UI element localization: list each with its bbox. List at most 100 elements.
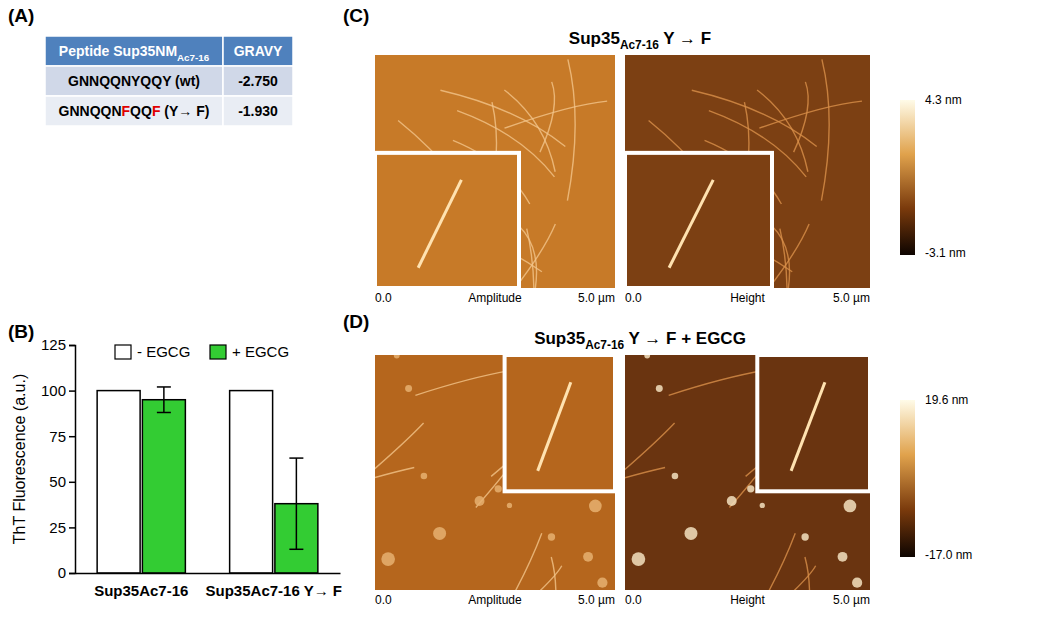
afm-particle: [405, 385, 412, 392]
afm-fibril: [538, 382, 571, 471]
afm-panel: Sup35Ac7-16 Y → F0.0Amplitude5.0 µm0.0He…: [375, 29, 966, 393]
table-text: -1.930: [238, 103, 278, 119]
afm-fibril: [669, 180, 713, 268]
bar-chart: 0255075100125ThT Fluorescence (a.u.)Sup3…: [11, 336, 342, 598]
afm-fibril: [467, 533, 542, 590]
bar: [142, 400, 185, 573]
afm-image: [375, 355, 615, 590]
y-tick: 50: [49, 473, 75, 490]
text-segment: -1.930: [238, 103, 278, 119]
text-segment: -2.750: [238, 73, 278, 89]
afm-fibril: [794, 82, 809, 152]
table-header-cell: [223, 36, 293, 66]
colorbar-label: 4.3 nm: [925, 93, 962, 107]
afm-particle: [583, 552, 593, 562]
afm-image: [375, 55, 615, 288]
afm-axis-start: 0.0: [375, 593, 392, 607]
error-bar-stem: [296, 458, 298, 549]
table-cell: [45, 66, 223, 96]
afm-particle: [507, 503, 512, 508]
text-segment: Peptide Sup35NM: [59, 43, 177, 59]
table-cell: [223, 96, 293, 126]
afm-background: [375, 55, 615, 288]
afm-inset: [757, 355, 870, 491]
colorbar-label: -17.0 nm: [925, 548, 972, 562]
table-text: GRAVY: [234, 43, 283, 59]
y-tick-label: 75: [49, 428, 66, 445]
legend-label: + EGCG: [232, 343, 289, 360]
table-text: -2.750: [238, 73, 278, 89]
y-tick-mark: [69, 573, 75, 575]
afm-fibril: [418, 180, 461, 268]
afm-panel: Sup35Ac7-16 Y → F + EGCG0.0Amplitude5.0 …: [267, 329, 972, 626]
x-tick-label: Sup35Ac7-16 Y→ F: [206, 582, 342, 599]
legend: - EGCG+ EGCG: [115, 343, 289, 360]
text-segment: (Y→ F): [160, 103, 209, 119]
table-cell: [223, 66, 293, 96]
table: Peptide Sup35NMAc7-16 GRAVY GNNQQNYQQY (wt…: [45, 36, 293, 126]
afm-particle: [684, 527, 697, 540]
afm-channel: Height: [730, 291, 765, 305]
text-segment: QQ: [130, 103, 152, 119]
afm-particle: [589, 500, 602, 513]
afm-channel: Amplitude: [468, 593, 522, 607]
y-tick-label: 125: [41, 336, 66, 353]
error-bar-cap: [157, 386, 171, 388]
table-text: GNNQQNFQQF (Y→ F): [59, 103, 210, 119]
table-cell: [45, 96, 223, 126]
afm-axis-end: 5.0 µm: [833, 291, 870, 305]
error-bar-stem: [163, 387, 165, 413]
colorbar: [900, 400, 915, 557]
text-segment: GNNQQNYQQY (wt): [68, 73, 200, 89]
text-segment: Ac7-16: [620, 38, 659, 52]
afm-particle: [475, 496, 485, 506]
y-tick: 75: [49, 428, 75, 445]
afm-particle: [632, 552, 646, 566]
error-bar: [157, 387, 171, 413]
colorbar-label: 19.6 nm: [925, 393, 968, 407]
x-tick: Sup35Ac7-16 Y→ F: [206, 573, 342, 599]
text-segment: Sup35: [534, 329, 585, 348]
y-tick-mark: [69, 436, 75, 438]
afm-fibril: [791, 382, 825, 471]
afm-axis-end: 5.0 µm: [833, 593, 870, 607]
text-segment: Y → F: [659, 29, 711, 48]
afm-axis-end: 5.0 µm: [578, 593, 615, 607]
afm-axis-start: 0.0: [625, 593, 642, 607]
afm-fibril: [540, 82, 555, 152]
afm-fibril: [518, 566, 562, 590]
panel-label: (C): [343, 5, 369, 26]
text-segment: Ac7-16: [585, 338, 624, 352]
text-segment: Ac7-16: [177, 52, 210, 63]
legend-swatch: [115, 345, 131, 359]
x-axis-line: [76, 573, 341, 575]
afm-particle: [844, 500, 857, 513]
afm-particle: [801, 533, 808, 540]
error-bar: [289, 458, 303, 549]
table-text: Peptide Sup35NMAc7-16: [59, 43, 210, 63]
colorbar-label: -3.1 nm: [925, 246, 966, 260]
afm-particle: [727, 496, 737, 506]
afm-fibril: [772, 566, 816, 590]
afm-fibril: [692, 90, 817, 146]
afm-fibril: [567, 59, 575, 200]
afm-fibril: [625, 467, 665, 513]
y-axis: 0255075100125: [41, 336, 76, 581]
afm-channel: Amplitude: [468, 291, 522, 305]
error-bar-cap: [289, 457, 303, 459]
text-segment: GNNQQN: [59, 103, 122, 119]
afm-particle: [644, 355, 650, 358]
y-tick-mark: [69, 390, 75, 392]
afm-particle: [597, 578, 607, 588]
afm-particle: [548, 533, 555, 540]
afm-particle: [852, 578, 862, 588]
y-tick: 125: [41, 336, 75, 353]
afm-background: [375, 355, 615, 590]
table-header-cell: [45, 36, 223, 66]
afm-particle: [672, 473, 679, 480]
y-axis-title: ThT Fluorescence (a.u.): [11, 374, 28, 544]
y-tick-mark: [69, 482, 75, 484]
x-tick: Sup35Ac7-16: [94, 573, 188, 599]
y-axis-line: [69, 346, 76, 574]
afm-fibril: [772, 226, 790, 288]
